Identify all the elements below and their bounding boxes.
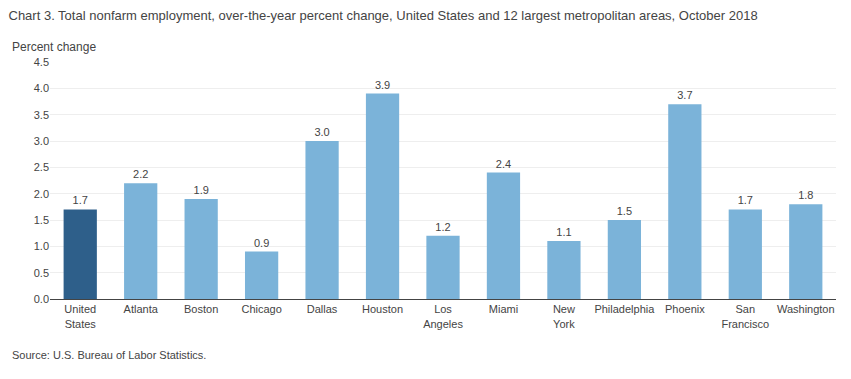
svg-text:Chicago: Chicago [241, 303, 281, 315]
svg-text:1.7: 1.7 [73, 194, 88, 206]
svg-text:1.8: 1.8 [798, 189, 813, 201]
svg-text:Dallas: Dallas [307, 303, 338, 315]
svg-text:0.9: 0.9 [254, 237, 269, 249]
svg-text:3.0: 3.0 [314, 126, 329, 138]
svg-text:LosAngeles: LosAngeles [423, 303, 463, 329]
svg-text:Houston: Houston [362, 303, 403, 315]
svg-text:1.9: 1.9 [194, 184, 209, 196]
svg-text:Source: U.S. Bureau of Labor S: Source: U.S. Bureau of Labor Statistics. [12, 349, 206, 361]
svg-text:Percent change: Percent change [12, 40, 96, 54]
svg-text:Boston: Boston [184, 303, 218, 315]
svg-text:3.9: 3.9 [375, 79, 390, 91]
svg-text:0.5: 0.5 [34, 267, 49, 279]
svg-text:Chart 3. Total nonfarm employm: Chart 3. Total nonfarm employment, over-… [9, 8, 758, 23]
svg-text:3.5: 3.5 [34, 109, 49, 121]
svg-text:1.0: 1.0 [34, 240, 49, 252]
svg-text:2.0: 2.0 [34, 188, 49, 200]
svg-text:Philadelphia: Philadelphia [594, 303, 655, 315]
svg-text:2.2: 2.2 [133, 168, 148, 180]
svg-text:3.7: 3.7 [677, 89, 692, 101]
svg-text:0.0: 0.0 [34, 293, 49, 305]
svg-text:4.0: 4.0 [34, 82, 49, 94]
svg-text:NewYork: NewYork [553, 303, 575, 329]
svg-text:Washington: Washington [777, 303, 835, 315]
svg-text:1.1: 1.1 [556, 226, 571, 238]
svg-text:2.5: 2.5 [34, 161, 49, 173]
svg-text:1.5: 1.5 [617, 205, 632, 217]
svg-text:Atlanta: Atlanta [124, 303, 159, 315]
svg-text:Miami: Miami [489, 303, 518, 315]
svg-text:4.5: 4.5 [34, 56, 49, 68]
svg-text:1.2: 1.2 [435, 221, 450, 233]
svg-text:Phoenix: Phoenix [665, 303, 705, 315]
svg-text:3.0: 3.0 [34, 135, 49, 147]
svg-text:1.7: 1.7 [738, 194, 753, 206]
svg-text:1.5: 1.5 [34, 214, 49, 226]
svg-text:2.4: 2.4 [496, 158, 511, 170]
svg-text:UnitedStates: UnitedStates [64, 303, 96, 329]
svg-text:SanFrancisco: SanFrancisco [721, 303, 769, 329]
